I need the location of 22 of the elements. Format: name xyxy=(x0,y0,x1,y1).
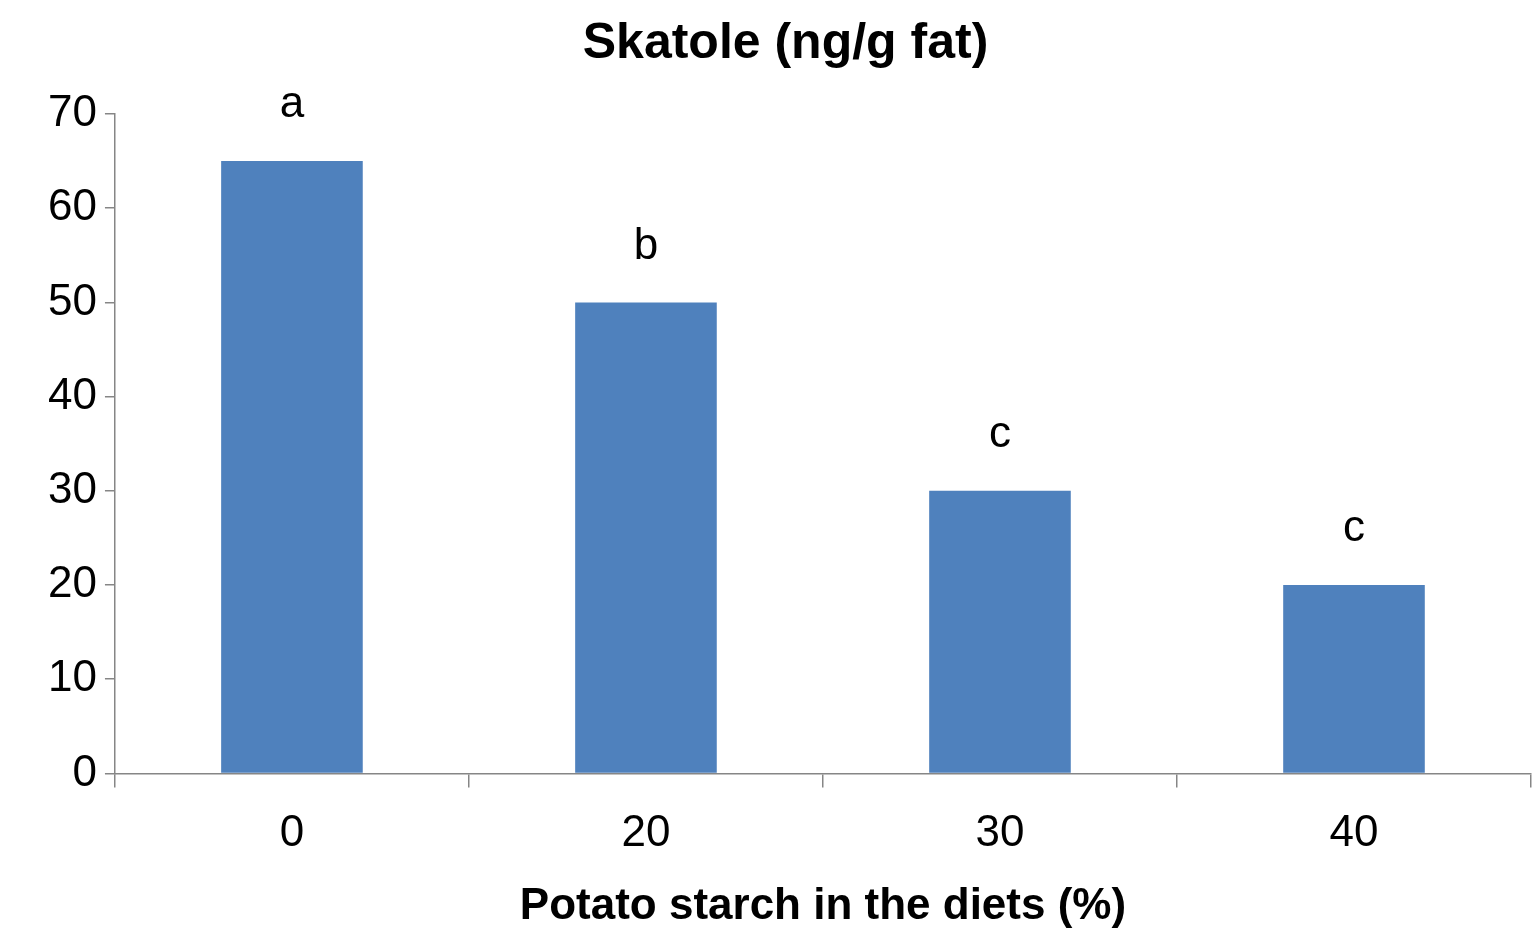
y-tick-label: 20 xyxy=(47,557,97,607)
y-tick-label: 70 xyxy=(47,86,97,136)
y-tick-label: 40 xyxy=(47,368,97,418)
y-tick-label: 10 xyxy=(47,651,97,701)
annotation: c xyxy=(988,406,1011,456)
bar xyxy=(1283,585,1425,773)
x-tick-label: 20 xyxy=(621,805,671,855)
x-tick-label: 30 xyxy=(975,805,1025,855)
annotation: a xyxy=(279,77,305,127)
annotation: c xyxy=(1342,501,1365,551)
bar xyxy=(575,302,717,773)
bar xyxy=(929,490,1071,773)
x-tick-label: 40 xyxy=(1329,805,1379,855)
y-tick-label: 0 xyxy=(72,745,97,795)
y-tick-label: 50 xyxy=(47,274,97,324)
x-axis-title: Potato starch in the diets (%) xyxy=(519,878,1127,928)
annotation: b xyxy=(633,218,659,268)
y-tick-label: 30 xyxy=(47,462,97,512)
chart-title: Skatole (ng/g fat) xyxy=(582,12,989,69)
y-tick-label: 60 xyxy=(47,180,97,230)
x-tick-label: 0 xyxy=(279,805,305,855)
bar xyxy=(221,161,363,773)
